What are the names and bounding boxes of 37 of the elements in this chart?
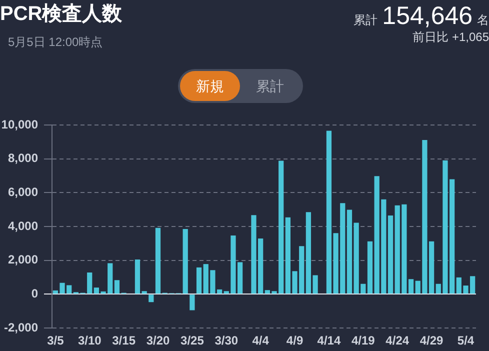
toggle-switch: 新規 累計 [178, 69, 303, 103]
chart-title: PCR検査人数 [0, 2, 122, 27]
x-tick-label: 4/4 [252, 334, 270, 348]
y-tick-label: 0 [31, 286, 38, 300]
x-tick-label: 4/14 [317, 334, 341, 348]
bar [346, 210, 352, 294]
bar [148, 294, 154, 302]
x-tick-label: 4/29 [420, 334, 444, 348]
y-tick-label: 8,000 [8, 151, 38, 166]
bar [196, 267, 202, 294]
y-tick-label: -2,000 [4, 320, 38, 334]
x-tick-label: 3/5 [47, 334, 64, 348]
x-tick-label: 4/19 [351, 334, 376, 348]
y-tick-label: 10,000 [1, 117, 38, 132]
bar [182, 229, 188, 294]
x-tick-label: 3/30 [214, 334, 238, 348]
bar [190, 294, 195, 310]
text: 前日比 +1,065 [412, 29, 489, 46]
x-tick-label: 4/9 [286, 334, 304, 348]
y-tick-label: 4,000 [8, 218, 38, 233]
x-tick-label: 3/10 [78, 334, 102, 348]
x-tick-label: 3/15 [112, 334, 136, 348]
text: 154,646 [382, 2, 473, 30]
chart-subtitle: 5月5日 12:00時点 [8, 34, 103, 51]
y-tick-label: 2,000 [8, 252, 38, 267]
bar [134, 259, 140, 294]
bar [388, 216, 394, 294]
text: 名 [477, 13, 489, 27]
y-tick-label: 6,000 [8, 184, 38, 199]
bar [142, 291, 147, 294]
x-tick-label: 3/20 [146, 334, 170, 348]
x-tick-label: 3/25 [180, 334, 204, 348]
bar [367, 241, 373, 294]
text: 累計 [354, 13, 378, 27]
x-tick-label: 5/4 [457, 334, 474, 348]
x-tick-label: 4/24 [386, 334, 410, 348]
bar [155, 228, 161, 294]
